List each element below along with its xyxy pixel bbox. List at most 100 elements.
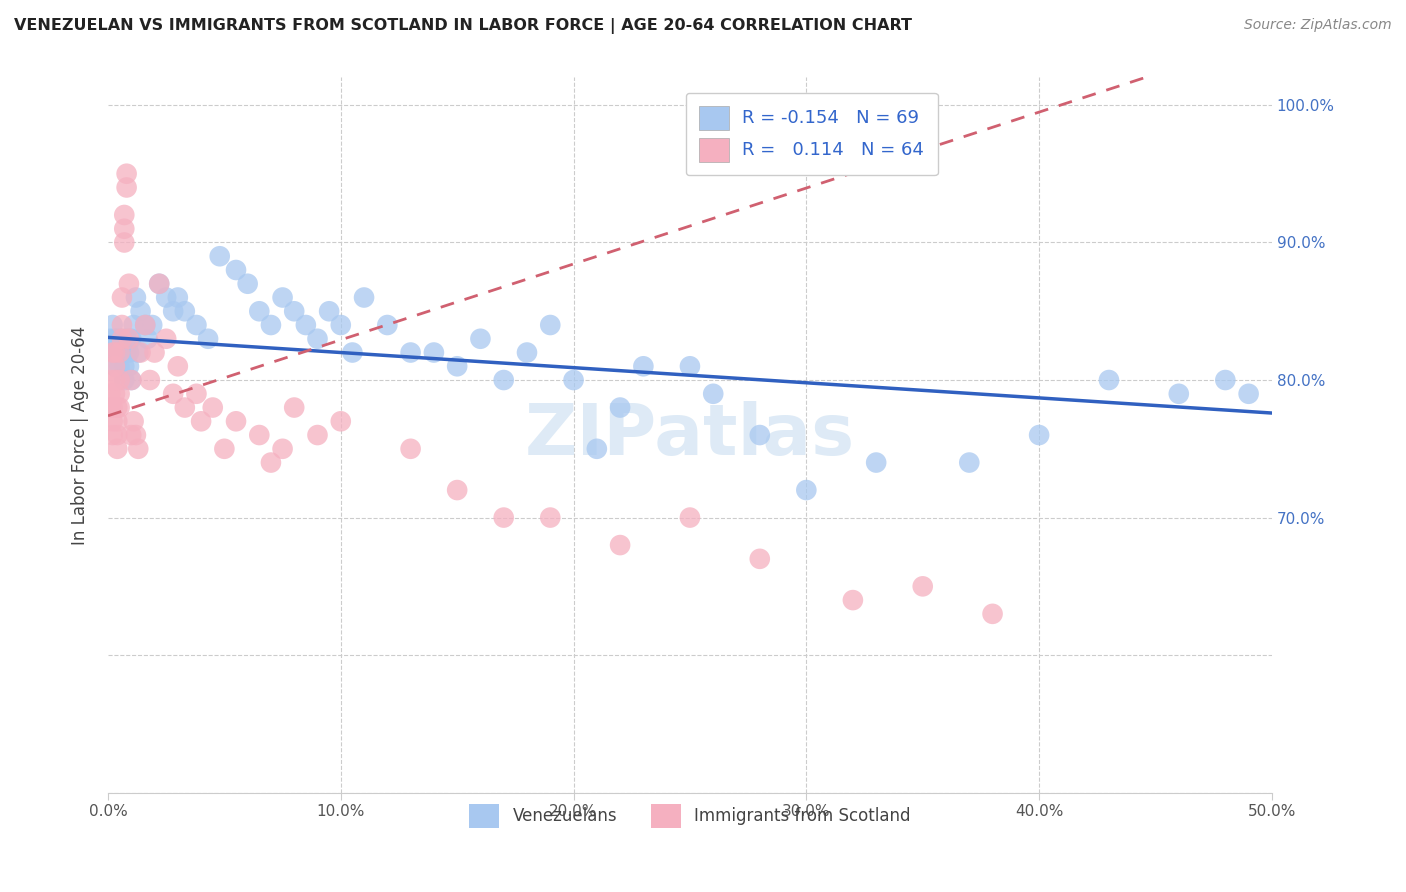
Point [105,414,128,428]
Point [329,318,352,332]
Point [115,345,138,359]
Point [101,428,124,442]
Point [111,345,134,359]
Point [1028,428,1050,442]
Point [186,386,208,401]
Point [118,277,141,291]
Point [166,291,188,305]
Point [155,291,177,305]
Point [186,318,208,332]
Point [105,442,128,456]
Point [120,373,142,387]
Point [842,593,865,607]
Point [111,332,134,346]
Point [702,386,724,401]
Point [127,345,149,359]
Point [957,456,980,470]
Point [609,401,631,415]
Point [538,510,561,524]
Point [112,221,135,235]
Point [108,359,131,374]
Point [236,277,259,291]
Point [129,345,152,359]
Point [101,401,124,415]
Point [342,345,364,359]
Point [101,414,124,428]
Point [104,386,127,401]
Point [173,304,195,318]
Point [108,345,131,359]
Point [108,345,131,359]
Point [271,291,294,305]
Point [162,386,184,401]
Point [197,332,219,346]
Point [247,428,270,442]
Point [375,318,398,332]
Point [143,345,166,359]
Point [120,373,142,387]
Point [115,180,138,194]
Point [516,345,538,359]
Point [98,332,121,346]
Point [492,373,515,387]
Point [214,442,236,456]
Point [190,414,212,428]
Point [911,579,934,593]
Point [112,373,135,387]
Point [538,318,561,332]
Point [148,277,170,291]
Point [1167,386,1189,401]
Point [105,428,128,442]
Point [679,359,702,374]
Point [307,332,329,346]
Point [271,442,294,456]
Point [125,291,148,305]
Point [329,414,352,428]
Point [111,318,134,332]
Point [104,332,127,346]
Point [1215,373,1237,387]
Point [585,442,607,456]
Point [108,401,131,415]
Point [104,359,127,374]
Point [136,332,159,346]
Point [148,277,170,291]
Point [225,414,247,428]
Point [399,345,422,359]
Point [127,442,149,456]
Point [120,428,142,442]
Point [260,456,283,470]
Point [162,304,184,318]
Point [101,318,124,332]
Point [108,373,131,387]
Point [104,345,127,359]
Point [423,345,446,359]
Point [111,291,134,305]
Point [283,401,305,415]
Point [446,359,468,374]
Point [120,332,142,346]
Point [115,332,138,346]
Point [98,401,121,415]
Point [118,345,141,359]
Point [105,345,128,359]
Point [318,304,340,318]
Point [201,401,224,415]
Point [562,373,585,387]
Text: VENEZUELAN VS IMMIGRANTS FROM SCOTLAND IN LABOR FORCE | AGE 20-64 CORRELATION CH: VENEZUELAN VS IMMIGRANTS FROM SCOTLAND I… [14,18,912,34]
Point [108,386,131,401]
Point [101,345,124,359]
Legend: Venezuelans, Immigrants from Scotland: Venezuelans, Immigrants from Scotland [463,797,917,834]
Point [748,428,770,442]
Point [98,386,121,401]
Point [1098,373,1121,387]
Point [155,332,177,346]
Point [225,263,247,277]
Point [794,483,817,497]
Point [111,332,134,346]
Point [125,428,148,442]
Point [105,332,128,346]
Point [118,359,141,374]
Point [470,332,492,346]
Point [139,373,162,387]
